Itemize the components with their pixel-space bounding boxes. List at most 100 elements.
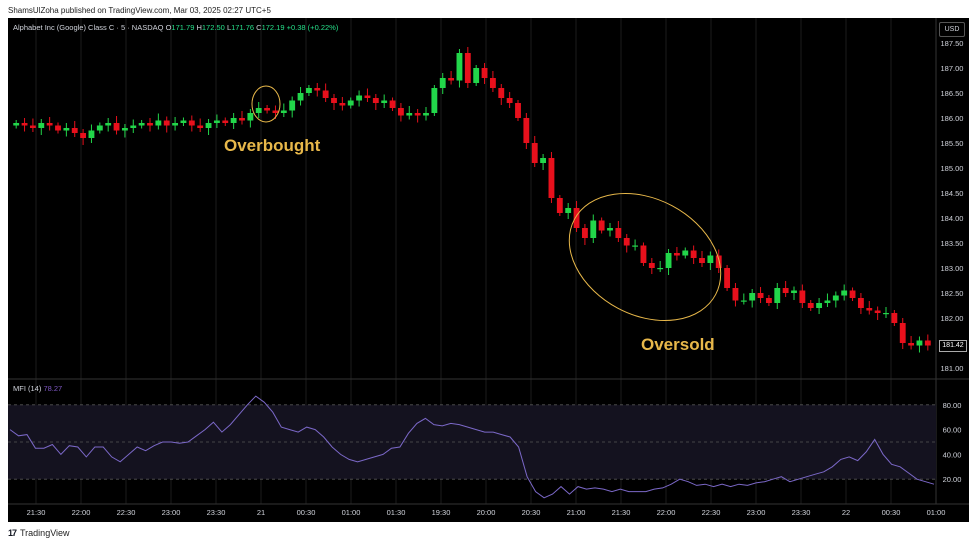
candle-body: [732, 288, 739, 301]
price-tick-label: 183.50: [941, 239, 964, 248]
change-value: +0.38 (+0.22%): [286, 23, 339, 32]
candle-body: [121, 128, 128, 131]
candle-body: [916, 340, 923, 346]
close-label: C: [256, 23, 262, 32]
candle-body: [607, 228, 613, 231]
candle-body: [874, 310, 881, 313]
candle-body: [581, 228, 588, 238]
candle-body: [807, 303, 814, 308]
time-tick-label: 01:00: [927, 508, 946, 517]
time-tick-label: 01:30: [387, 508, 406, 517]
candle-body: [331, 98, 337, 103]
candle-body: [891, 313, 898, 323]
candle-body: [556, 198, 563, 213]
time-tick-label: 22:00: [657, 508, 676, 517]
candle-body: [682, 250, 689, 256]
last-price-tag: 181.42: [939, 340, 967, 352]
low-value: 171.76: [231, 23, 255, 32]
chart-canvas[interactable]: 187.50 187.00 186.50 186.00 185.50 185.00 184.…: [8, 18, 969, 522]
candle-body: [305, 88, 312, 93]
time-tick-label: 21: [257, 508, 265, 517]
time-tick-label: 23:00: [162, 508, 181, 517]
candle-body: [372, 98, 379, 103]
candle-body: [598, 220, 605, 231]
candle-body: [21, 123, 28, 126]
oversold-annotation: Oversold: [641, 335, 715, 354]
publisher-header: ShamsUlZoha published on TradingView.com…: [8, 6, 271, 15]
price-tick-label: 186.50: [941, 89, 964, 98]
candle-body: [799, 290, 806, 303]
candle-body: [356, 95, 363, 101]
candle-body: [397, 108, 404, 116]
candle-body: [29, 125, 36, 128]
candle-body: [715, 255, 722, 268]
price-tick-label: 187.00: [941, 64, 964, 73]
candle-body: [464, 53, 471, 83]
candle-body: [13, 123, 20, 126]
candle-body: [489, 78, 496, 88]
oversold-ellipse: [568, 192, 722, 322]
candle-body: [431, 88, 438, 113]
high-value: 172.50: [201, 23, 225, 32]
mfi-tick-label: 20.00: [943, 475, 962, 484]
price-tick-label: 184.00: [941, 214, 964, 223]
candle-body: [188, 120, 195, 126]
candle-body: [406, 113, 413, 116]
mfi-tick-label: 80.00: [943, 401, 962, 410]
candle-body: [506, 98, 513, 103]
candle-body: [63, 128, 70, 131]
time-tick-label: 22:30: [702, 508, 721, 517]
candle-body: [222, 120, 229, 123]
candle-body: [498, 88, 505, 98]
candle-body: [213, 120, 220, 123]
tradingview-logo-icon: 17: [8, 528, 17, 538]
candle-body: [205, 123, 212, 128]
time-tick-label: 23:30: [207, 508, 226, 517]
candle-body: [247, 113, 254, 121]
candle-body: [255, 108, 262, 113]
time-tick-label: 19:30: [432, 508, 451, 517]
candle-body: [740, 300, 747, 302]
candle-body: [46, 123, 53, 126]
mfi-tick-label: 60.00: [943, 426, 962, 435]
candle-body: [924, 340, 931, 346]
candle-body: [230, 118, 237, 123]
candle-body: [264, 108, 271, 111]
candle-body: [749, 293, 756, 301]
candle-body: [439, 78, 446, 88]
candle-body: [197, 125, 204, 128]
candle-body: [80, 133, 87, 138]
candle-body: [364, 95, 371, 98]
candle-body: [347, 100, 354, 106]
time-tick-label: 21:30: [612, 508, 631, 517]
currency-button[interactable]: USD: [939, 22, 965, 37]
candle-body: [665, 253, 672, 268]
candle-body: [908, 343, 915, 346]
candle-body: [381, 100, 388, 103]
mfi-tick-label: 40.00: [943, 450, 962, 459]
candle-body: [841, 290, 848, 296]
candle-body: [155, 120, 162, 126]
time-tick-label: 21:30: [27, 508, 46, 517]
time-tick-label: 00:30: [297, 508, 316, 517]
candle-body: [239, 118, 245, 121]
price-tick-label: 182.50: [941, 289, 964, 298]
low-label: L: [226, 23, 232, 32]
price-tick-label: 185.00: [941, 164, 964, 173]
time-tick-label: 21:00: [567, 508, 586, 517]
candle-body: [473, 68, 480, 83]
candle-body: [690, 250, 697, 258]
candle-body: [866, 308, 873, 311]
symbol-name: Alphabet Inc (Google) Class C · 5 · NASD…: [13, 23, 164, 32]
chart-area[interactable]: 187.50 187.00 186.50 186.00 185.50 185.00 184.…: [8, 18, 969, 522]
candle-body: [673, 253, 680, 256]
mfi-label: MFI (14): [13, 384, 42, 393]
candle-body: [322, 90, 329, 98]
candle-body: [280, 110, 287, 113]
candle-body: [883, 313, 889, 315]
candle-body: [55, 125, 61, 131]
candle-body: [648, 263, 655, 268]
time-tick-label: 00:30: [882, 508, 901, 517]
price-tick-label: 185.50: [941, 139, 964, 148]
price-tick-label: 183.00: [941, 264, 964, 273]
